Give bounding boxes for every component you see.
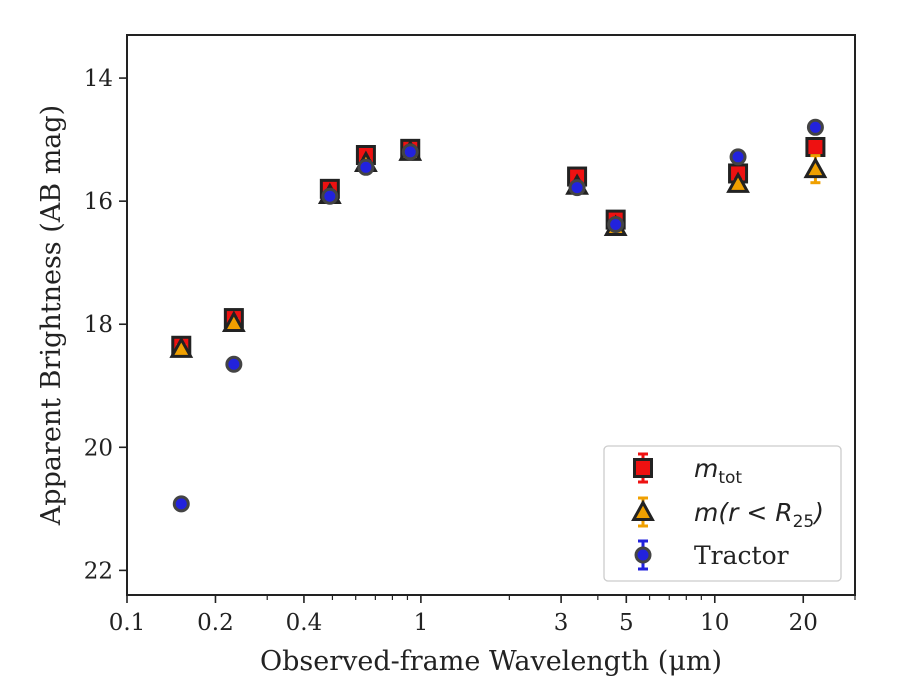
data-point-tractor: [357, 158, 375, 176]
x-axis-label: Observed-frame Wavelength (μm): [260, 646, 722, 677]
data-point-mr25: [169, 336, 194, 358]
data-point-tractor: [172, 495, 190, 513]
y-tick-label: 20: [84, 435, 113, 461]
data-point-tractor: [806, 118, 824, 136]
data-point-tractor: [225, 355, 243, 373]
legend-box: [603, 445, 842, 582]
y-axis: 14 16 18 20 22: [84, 66, 127, 584]
legend-marker: [631, 499, 655, 521]
y-axis-label: Apparent Brightness (AB mag): [36, 105, 67, 526]
legend-item-mr25: m(r < R25): [631, 496, 824, 532]
legend: mtot m(r < R25) Tractor: [603, 445, 842, 582]
legend-label: Tractor: [694, 541, 789, 570]
data-point-mtot: [805, 137, 826, 157]
series-tractor: [172, 118, 824, 513]
data-point-mr25: [221, 310, 246, 332]
legend-label: mtot: [694, 454, 742, 488]
data-point-tractor: [607, 216, 625, 234]
legend-marker: [634, 546, 652, 564]
x-tick-label: 20: [789, 610, 818, 636]
plot-frame: [126, 34, 856, 596]
y-tick-label: 16: [84, 189, 113, 215]
x-axis: 0.1 0.2 0.4 1 3 5 10 20: [109, 595, 856, 636]
series-mr25: [169, 139, 828, 358]
y-tick-label: 18: [84, 312, 113, 338]
x-tick-label: 0.4: [286, 610, 323, 636]
series-mtot: [171, 137, 826, 356]
x-tick-label: 0.1: [109, 610, 146, 636]
data-point-mr25: [726, 171, 750, 193]
legend-item-mtot: mtot: [633, 452, 742, 488]
data-point-tractor: [729, 148, 747, 166]
legend-marker: [633, 458, 653, 478]
x-tick-label: 3: [554, 610, 569, 636]
legend-item-tractor: Tractor: [634, 539, 789, 571]
data-point-tractor: [568, 179, 586, 197]
x-tick-label: 5: [619, 610, 634, 636]
data-point-tractor: [401, 143, 419, 161]
y-tick-label: 14: [84, 66, 113, 92]
x-tick-label: 10: [700, 610, 729, 636]
x-tick-label: 1: [414, 610, 429, 636]
legend-label: m(r < R25): [694, 498, 824, 532]
data-point-mr25: [803, 156, 828, 179]
y-tick-label: 22: [84, 558, 113, 584]
x-tick-label: 0.2: [197, 610, 234, 636]
plot-area: [169, 118, 828, 513]
data-point-tractor: [321, 187, 339, 205]
